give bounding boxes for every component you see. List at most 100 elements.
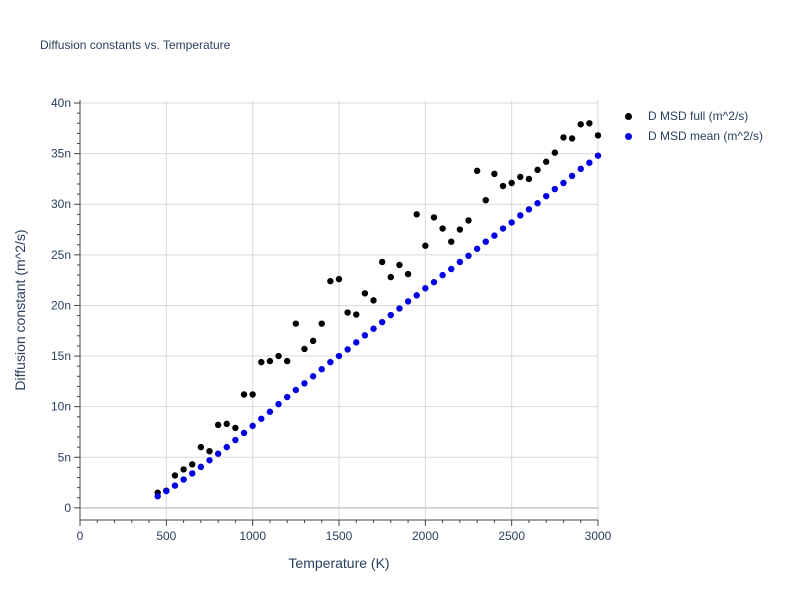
data-point xyxy=(344,309,351,316)
x-axis-title: Temperature (K) xyxy=(288,555,389,571)
y-tick-label: 10n xyxy=(51,400,71,414)
data-point xyxy=(353,339,360,346)
data-point xyxy=(154,493,161,500)
axes: 0 500 1000 1500 2000 2500 3000 0 5n 10n 15n 20n 25n 3… xyxy=(51,96,612,543)
data-point xyxy=(525,175,533,183)
x-tick-label: 2000 xyxy=(412,529,439,543)
data-point xyxy=(292,386,300,394)
chart-title: Diffusion constants vs. Temperature xyxy=(40,38,231,52)
data-point xyxy=(586,159,593,166)
data-point xyxy=(214,421,222,429)
data-point xyxy=(551,185,559,193)
data-point xyxy=(258,415,265,422)
data-point xyxy=(508,179,515,187)
data-point xyxy=(551,149,559,156)
y-tick-label: 15n xyxy=(51,349,71,363)
data-point xyxy=(404,270,412,278)
data-point xyxy=(517,173,524,181)
data-point xyxy=(560,134,567,141)
data-point xyxy=(361,290,369,297)
data-point xyxy=(568,172,576,180)
data-point xyxy=(309,337,317,345)
data-point xyxy=(396,305,403,312)
data-point xyxy=(482,196,489,204)
data-point xyxy=(163,487,170,495)
legend-label-mean: D MSD mean (m^2/s) xyxy=(648,129,763,143)
data-point xyxy=(473,167,481,175)
data-point xyxy=(586,120,593,127)
data-point xyxy=(568,135,576,142)
data-point xyxy=(327,358,334,366)
data-point xyxy=(309,373,317,380)
data-point xyxy=(335,275,343,283)
data-point xyxy=(387,311,394,319)
y-tick-label: 5n xyxy=(58,450,71,464)
data-point xyxy=(223,443,230,451)
data-point xyxy=(370,297,377,304)
y-axis-title: Diffusion constant (m^2/s) xyxy=(12,229,28,390)
data-point xyxy=(327,277,334,285)
legend-item-mean[interactable]: D MSD mean (m^2/s) xyxy=(620,126,763,146)
data-point xyxy=(378,318,386,326)
data-point xyxy=(448,238,455,245)
data-point xyxy=(413,211,420,218)
data-point xyxy=(594,152,602,159)
x-tick-label: 1500 xyxy=(326,529,353,543)
data-point xyxy=(465,252,472,260)
x-tick-label: 3000 xyxy=(585,529,612,543)
y-tick-label: 0 xyxy=(64,501,71,515)
data-point xyxy=(249,422,256,430)
legend-label-full: D MSD full (m^2/s) xyxy=(648,109,749,123)
data-point xyxy=(171,472,179,479)
data-point xyxy=(482,238,489,245)
data-point xyxy=(232,436,239,444)
y-tick-label: 20n xyxy=(51,298,71,312)
data-point xyxy=(543,192,550,200)
data-point xyxy=(275,400,282,408)
y-tick-label: 25n xyxy=(51,248,71,262)
y-tick-label: 35n xyxy=(51,147,71,161)
y-tick-label: 40n xyxy=(51,96,71,110)
data-point xyxy=(404,298,412,305)
data-point xyxy=(491,232,498,239)
data-point xyxy=(197,443,205,451)
data-point xyxy=(301,380,308,387)
data-point xyxy=(534,166,541,174)
legend-marker-mean xyxy=(625,132,632,140)
data-point xyxy=(353,311,360,318)
data-point xyxy=(422,285,429,292)
data-point xyxy=(422,242,429,249)
data-point xyxy=(301,345,308,353)
data-point xyxy=(189,470,196,477)
series-full xyxy=(154,120,602,496)
data-point xyxy=(266,357,274,365)
series-mean xyxy=(154,152,602,500)
data-point xyxy=(214,450,222,457)
data-point xyxy=(396,261,403,269)
data-point xyxy=(240,429,248,437)
data-point xyxy=(189,461,196,468)
data-point xyxy=(266,408,274,415)
legend[interactable]: D MSD full (m^2/s) D MSD mean (m^2/s) xyxy=(620,106,763,146)
data-points xyxy=(154,120,602,500)
data-point xyxy=(577,121,584,128)
x-tick-label: 2500 xyxy=(498,529,525,543)
data-point xyxy=(508,219,515,226)
data-point xyxy=(318,320,325,327)
data-point xyxy=(249,391,256,398)
legend-item-full[interactable]: D MSD full (m^2/s) xyxy=(620,106,763,126)
data-point xyxy=(171,482,179,489)
data-point xyxy=(197,463,205,471)
data-point xyxy=(284,393,291,401)
data-point xyxy=(543,158,550,165)
data-point xyxy=(284,357,291,365)
data-point xyxy=(232,424,239,432)
grid-lines xyxy=(80,100,599,520)
data-point xyxy=(206,447,213,455)
legend-marker-full xyxy=(625,112,632,120)
data-point xyxy=(258,358,265,366)
data-point xyxy=(180,476,187,483)
x-tick-label: 1000 xyxy=(239,529,266,543)
data-point xyxy=(560,179,567,187)
